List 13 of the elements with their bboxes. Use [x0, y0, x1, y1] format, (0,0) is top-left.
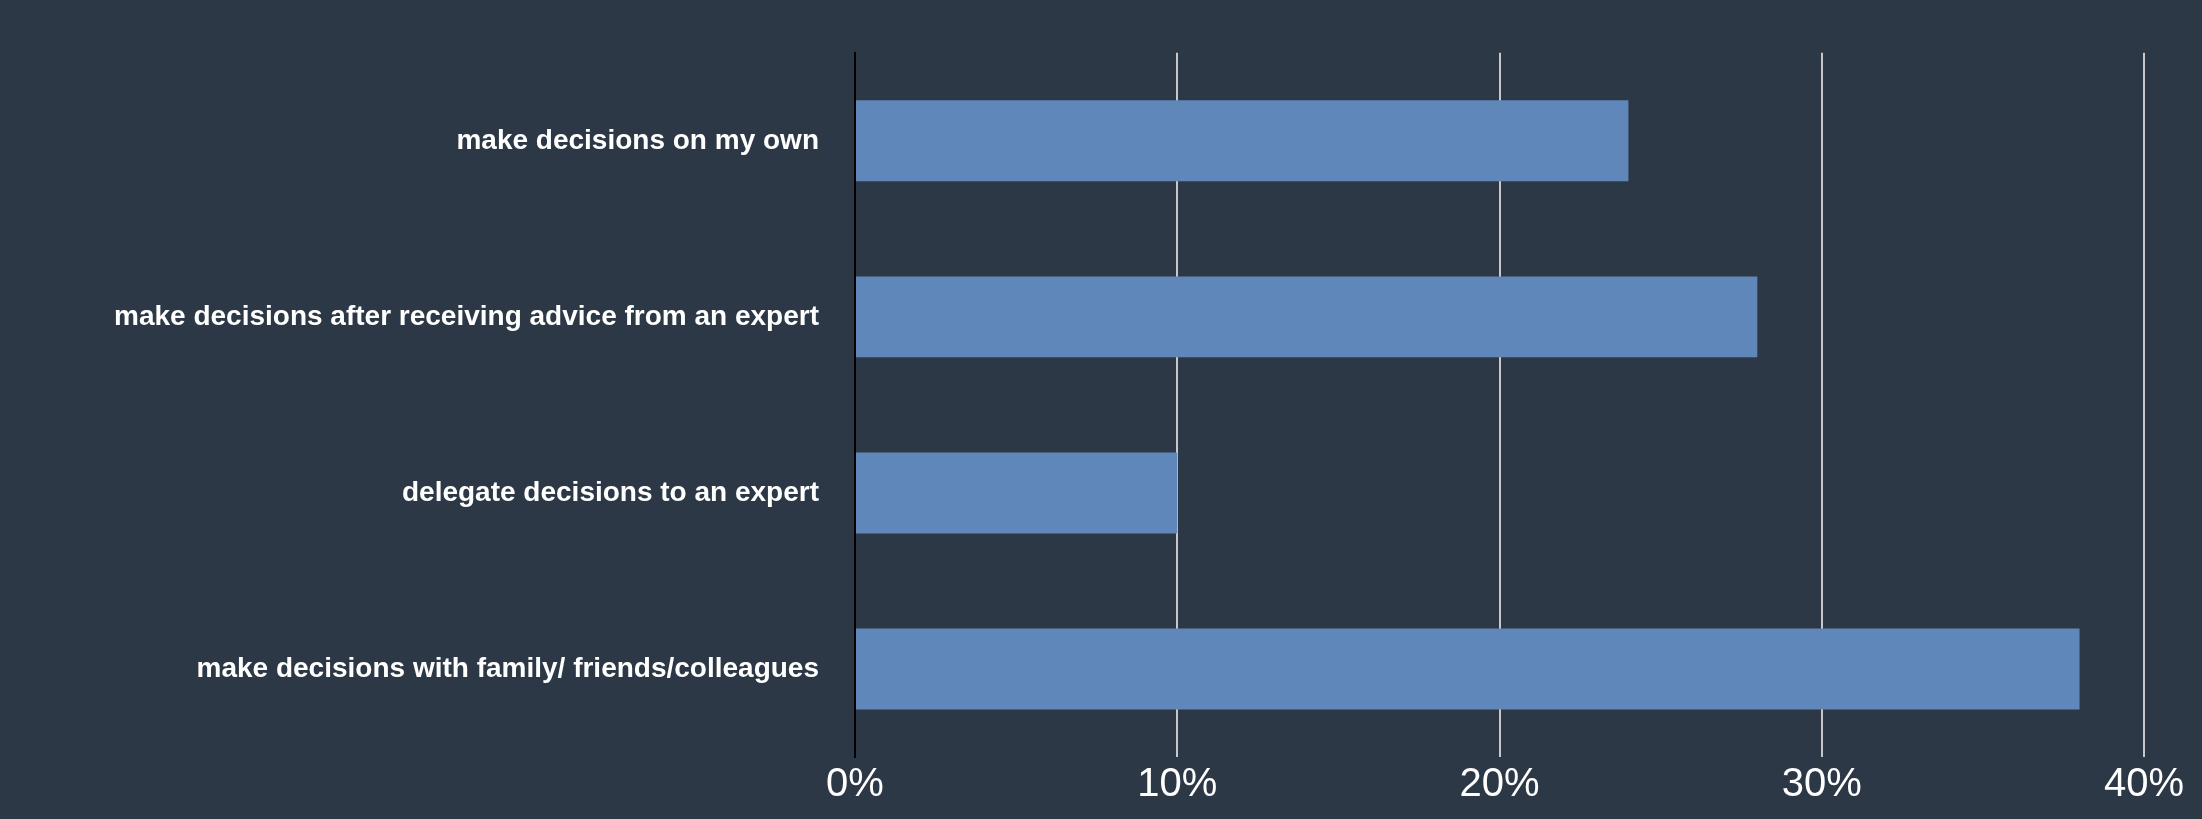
x-tick-label: 30%	[1781, 760, 1862, 805]
y-tick-label: make decisions with family/ friends/colleagues	[196, 651, 819, 683]
bar	[856, 100, 1629, 182]
x-tick-label: 40%	[2103, 760, 2185, 805]
y-tick-label: delegate decisions to an expert	[401, 475, 819, 507]
y-tick-label: make decisions on my own	[456, 123, 819, 155]
bar	[856, 628, 2080, 710]
bar	[856, 452, 1178, 534]
x-tick-label: 0%	[826, 760, 884, 805]
x-tick-label: 10%	[1137, 760, 1218, 805]
y-tick-label: make decisions after receiving advice from an expert	[114, 299, 819, 331]
bar	[856, 276, 1758, 358]
x-tick-label: 20%	[1459, 760, 1540, 805]
